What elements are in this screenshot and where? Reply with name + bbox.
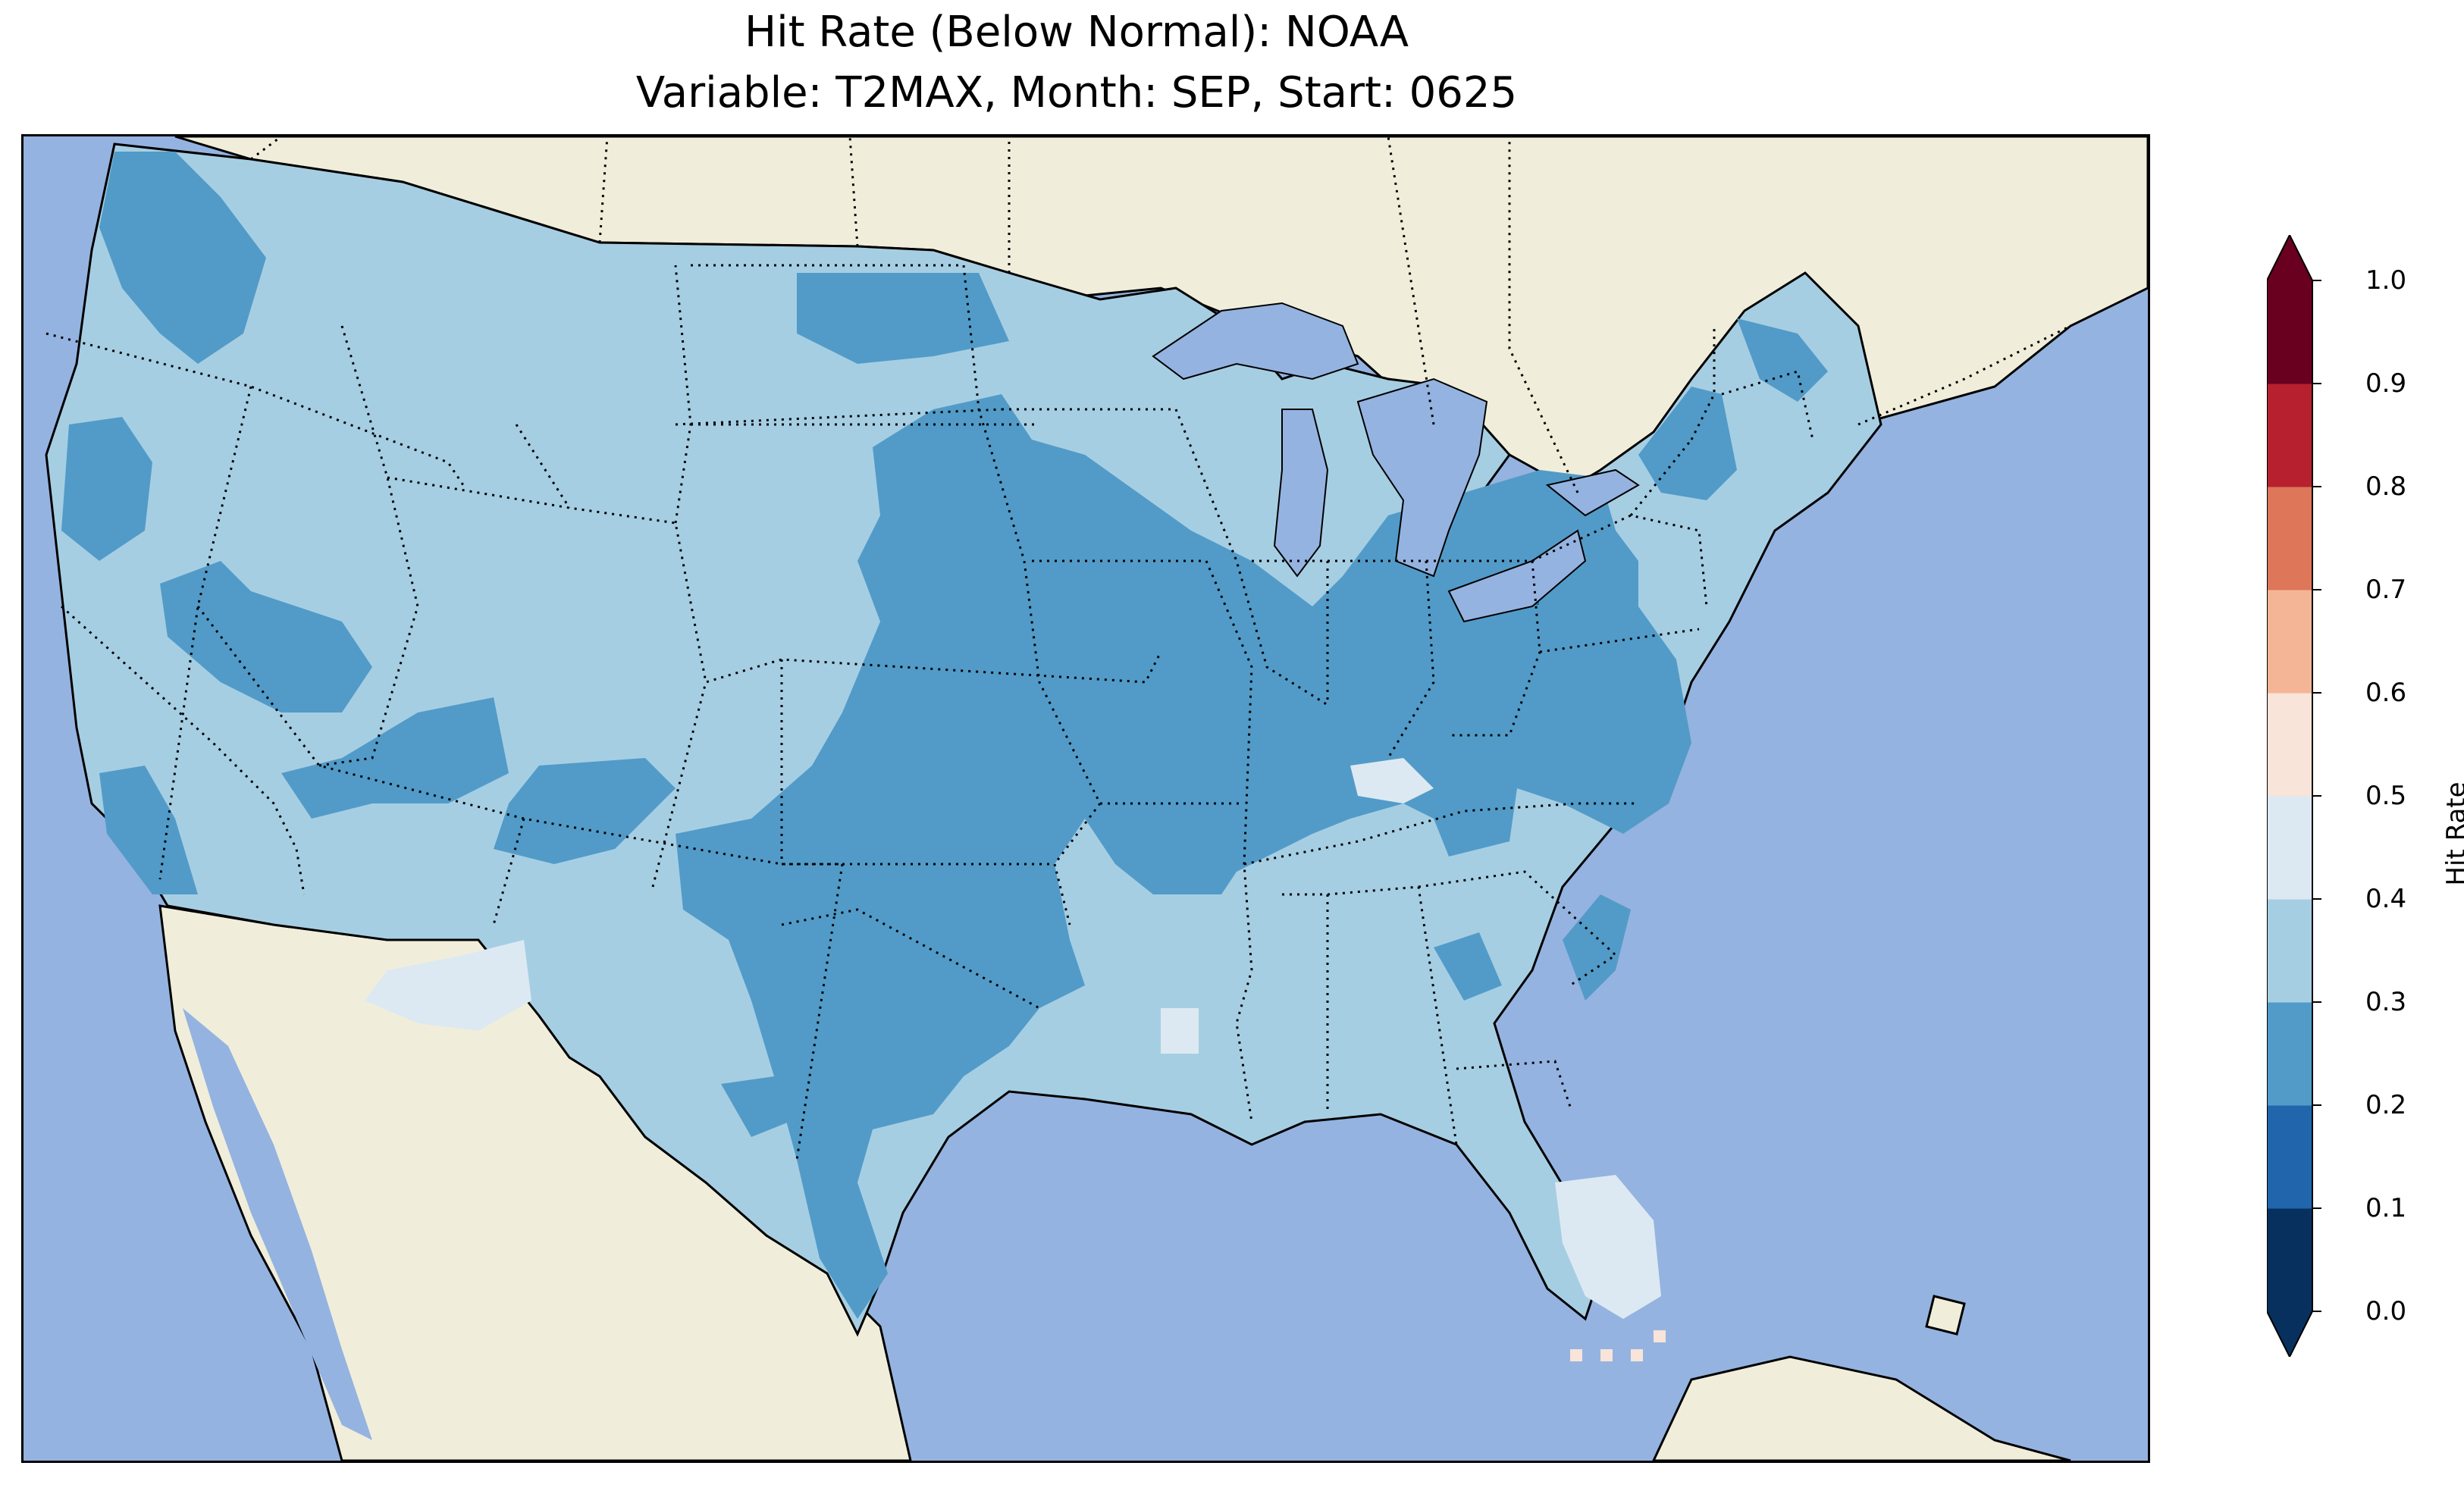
colorbar-bin xyxy=(2267,590,2312,694)
colorbar-tick-label: 0.7 xyxy=(2365,575,2407,605)
colorbar-tick-label: 0.4 xyxy=(2365,884,2407,914)
colorbar-bin xyxy=(2267,280,2312,384)
map-title-line-1: Hit Rate (Below Normal): NOAA xyxy=(744,8,1409,57)
hit-rate-0.5-0.6-cells xyxy=(1570,1330,1666,1361)
colorbar-extend-max xyxy=(2267,235,2312,280)
colorbar-label: Hit Rate xyxy=(2441,781,2464,886)
colorbar-bin xyxy=(2267,796,2312,900)
colorbar-bin xyxy=(2267,1208,2312,1312)
map-title-line-2: Variable: T2MAX, Month: SEP, Start: 0625 xyxy=(635,68,1518,117)
colorbar-tick-label: 0.8 xyxy=(2365,471,2407,502)
map-panel xyxy=(21,134,2150,1463)
state-borders xyxy=(45,264,1814,1160)
colorbar-bin xyxy=(2267,1002,2312,1106)
colorbar xyxy=(2267,235,2321,1357)
colorbar-bin xyxy=(2267,693,2312,797)
caribbean-island xyxy=(1925,1295,1966,1336)
cuba-land xyxy=(1652,1355,2071,1461)
map-canvas xyxy=(45,136,2148,1461)
colorbar-bin xyxy=(2267,1105,2312,1209)
hit-rate-0.4-0.5-regions xyxy=(365,758,1661,1319)
province-borders xyxy=(250,136,2071,493)
colorbar-bin xyxy=(2267,899,2312,1003)
colorbar-tick-label: 0.5 xyxy=(2365,781,2407,811)
baja-peninsula xyxy=(183,1008,372,1440)
hit-rate-0.2-0.3-regions xyxy=(61,152,1828,1319)
colorbar-tick-label: 0.6 xyxy=(2365,678,2407,708)
great-lakes xyxy=(1152,302,1640,623)
colorbar-extend-min xyxy=(2267,1311,2312,1357)
colorbar-tick-label: 1.0 xyxy=(2365,265,2407,296)
colorbar-tick-label: 0.3 xyxy=(2365,987,2407,1017)
colorbar-bin xyxy=(2267,384,2312,487)
colorbar-tick-label: 0.0 xyxy=(2365,1296,2407,1326)
colorbar-tick-label: 0.2 xyxy=(2365,1090,2407,1120)
colorbar-bin xyxy=(2267,487,2312,590)
colorbar-tick-label: 0.1 xyxy=(2365,1193,2407,1223)
colorbar-tick-label: 0.9 xyxy=(2365,368,2407,399)
